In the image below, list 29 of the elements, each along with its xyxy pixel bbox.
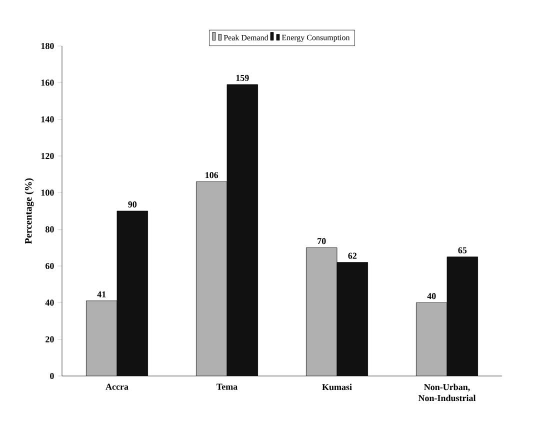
y-tick-label: 120 bbox=[41, 152, 54, 160]
y-tick-label: 180 bbox=[41, 42, 54, 50]
data-label: 40 bbox=[427, 293, 436, 300]
legend-label: Peak Demand bbox=[224, 34, 268, 40]
y-tick-label: 160 bbox=[41, 80, 54, 86]
y-tick-label: 40 bbox=[45, 300, 54, 306]
data-label: 62 bbox=[348, 252, 357, 259]
x-tick-label: Non-Urban, Non-Industrial bbox=[418, 384, 476, 402]
bar bbox=[227, 84, 258, 376]
bar bbox=[117, 211, 148, 376]
data-label: 90 bbox=[128, 201, 137, 208]
y-tick-label: 80 bbox=[46, 226, 54, 232]
y-tick-label: 20 bbox=[46, 336, 54, 342]
y-tick-label: 0 bbox=[50, 372, 54, 380]
y-tick-label: 140 bbox=[41, 116, 54, 122]
y-tick-label: 60 bbox=[46, 262, 54, 270]
data-label: 106 bbox=[206, 172, 218, 178]
data-label: 70 bbox=[318, 238, 326, 244]
y-tick-label: 100 bbox=[41, 190, 54, 196]
bar bbox=[337, 262, 368, 376]
data-label: 65 bbox=[458, 247, 467, 254]
x-tick-label: Tema bbox=[216, 384, 238, 390]
legend-label: Energy Consumption bbox=[282, 34, 350, 42]
bar bbox=[446, 256, 478, 376]
x-tick-label: Kumasi bbox=[322, 384, 352, 390]
x-tick-label: Accra bbox=[106, 384, 128, 390]
data-label: 41 bbox=[97, 291, 106, 298]
data-label: 159 bbox=[236, 74, 249, 81]
y-axis-title: Percentage (%) bbox=[24, 178, 34, 244]
